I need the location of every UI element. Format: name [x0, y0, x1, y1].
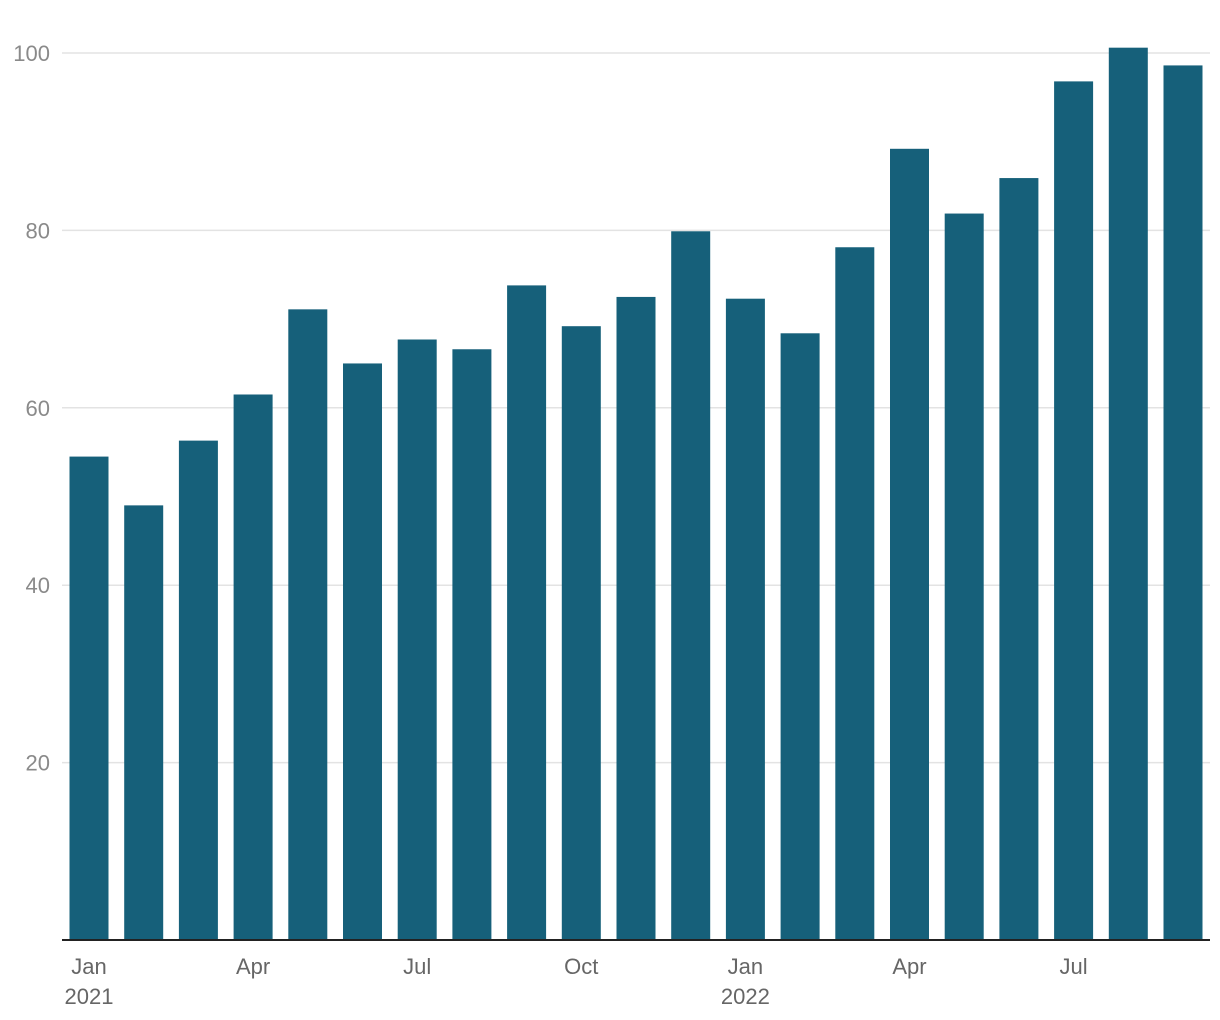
x-tick-label-2022-01: Jan — [728, 954, 763, 979]
bar-2022-03 — [835, 247, 875, 941]
bar-2021-01 — [69, 456, 109, 940]
bar-2021-10 — [561, 326, 601, 940]
bar-2022-09 — [1163, 65, 1203, 941]
bar-2022-07 — [1054, 81, 1094, 940]
x-tick-label-2021-07: Jul — [403, 954, 431, 979]
bar-2022-08 — [1108, 47, 1148, 941]
bar-2022-04 — [890, 148, 929, 940]
bar-2021-02 — [124, 505, 164, 940]
x-tick-label-2021-04: Apr — [236, 954, 270, 979]
x-tick-label-2022-04: Apr — [892, 954, 926, 979]
y-tick-label-60: 60 — [26, 396, 50, 421]
bar-2021-04 — [233, 394, 273, 940]
y-tick-label-20: 20 — [26, 751, 50, 776]
x-axis-tick-labels: Jan 2021 Apr Jul Oct Jan 2022 Apr Jul — [65, 954, 1088, 1009]
y-tick-label-100: 100 — [13, 41, 50, 66]
bar-2021-08 — [452, 349, 492, 940]
bar-2022-02 — [780, 333, 820, 940]
x-tick-year-2022: 2022 — [721, 984, 770, 1009]
bar-2021-03 — [178, 440, 218, 940]
bar-2021-12 — [671, 231, 711, 941]
x-tick-label-2021-01: Jan — [71, 954, 106, 979]
x-tick-year-2021: 2021 — [65, 984, 114, 1009]
x-tick-label-2022-07: Jul — [1060, 954, 1088, 979]
bars — [69, 47, 1203, 941]
x-tick-label-2021-10: Oct — [564, 954, 598, 979]
bar-2022-05 — [944, 213, 984, 940]
bar-2022-06 — [999, 178, 1039, 940]
bar-2022-01 — [725, 298, 765, 941]
bar-2021-09 — [507, 285, 547, 940]
bar-2021-05 — [288, 309, 328, 940]
bar-2021-11 — [616, 296, 656, 940]
y-axis-tick-labels: 20 40 60 80 100 — [13, 41, 50, 776]
bar-2021-07 — [397, 339, 437, 941]
y-tick-label-40: 40 — [26, 573, 50, 598]
y-tick-label-80: 80 — [26, 218, 50, 243]
bar-2021-06 — [343, 363, 382, 940]
